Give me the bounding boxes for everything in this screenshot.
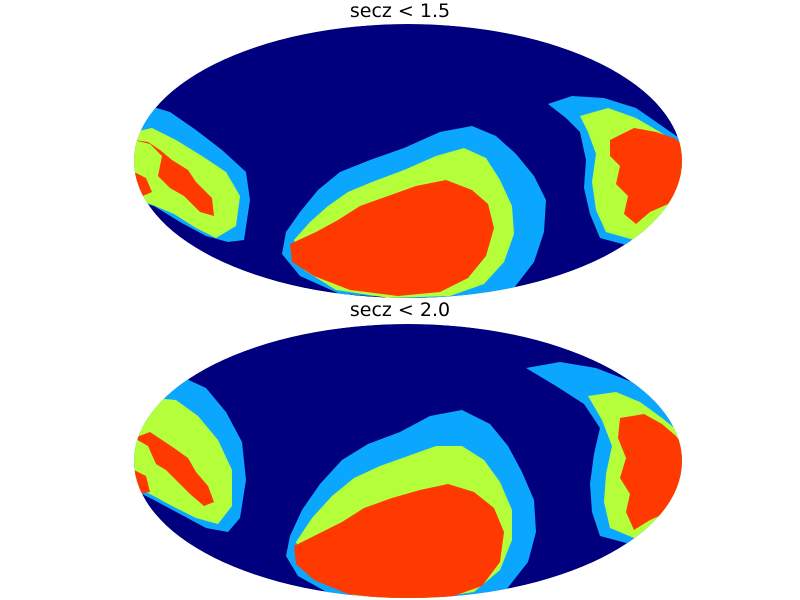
region-left-top [134, 106, 250, 242]
region-center-bottom [286, 410, 536, 598]
map-title-top: secz < 1.5 [349, 0, 451, 22]
region-right-top [548, 96, 682, 246]
region-right-bottom [526, 362, 682, 544]
region-left-bottom [134, 376, 246, 532]
map-panel-top [134, 24, 682, 298]
map-title-bottom: secz < 2.0 [349, 299, 451, 321]
region-center-top [282, 126, 546, 298]
map-panel-bottom [134, 324, 682, 598]
